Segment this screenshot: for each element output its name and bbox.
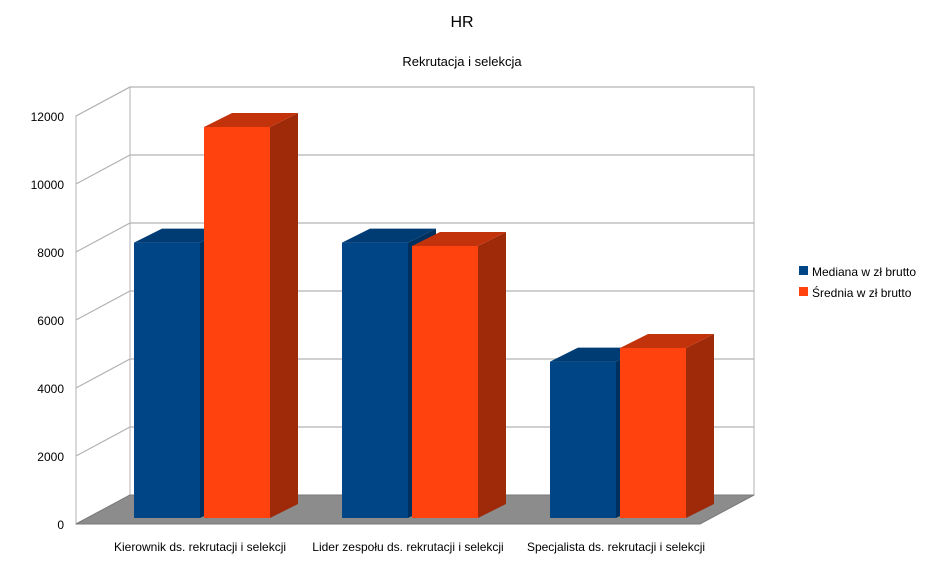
x-tick-label: Lider zespołu ds. rekrutacji i selekcji [312,540,503,554]
y-tick-label: 6000 [37,314,64,328]
legend-swatch [799,266,808,275]
x-tick-label: Kierownik ds. rekrutacji i selekcji [114,540,286,554]
y-axis-ticks: 0 2000 4000 6000 8000 10000 12000 [31,110,65,532]
y-tick-label: 0 [57,518,64,532]
bar-front [204,127,270,518]
bar [412,232,506,518]
bars [134,113,714,518]
bar-front [342,242,408,518]
bar-front [550,361,616,518]
bar [620,334,714,518]
legend-label: Mediana w zł brutto [812,265,916,279]
legend-swatch [799,287,808,296]
bar-top [412,232,506,246]
x-axis-labels: Kierownik ds. rekrutacji i selekcji Lider… [114,540,705,554]
bar-side [270,113,298,518]
y-tick-label: 4000 [37,382,64,396]
gridline [75,426,754,457]
chart-subtitle: Rekrutacja i selekcja [402,54,522,69]
gridline [75,222,754,253]
bar-side [686,334,714,518]
y-tick-label: 12000 [31,110,65,124]
bar-front [412,246,478,518]
legend-label: Średnia w zł brutto [812,285,912,300]
y-tick-label: 8000 [37,246,64,260]
gridline [75,154,754,185]
bar-front [134,242,200,518]
gridline [75,86,754,117]
gridlines [75,86,754,457]
gridline [75,358,754,389]
y-tick-label: 10000 [31,178,65,192]
bar [204,113,298,518]
bar-top [204,113,298,127]
chart-title: HR [450,14,473,31]
bar-side [478,232,506,518]
legend: Mediana w zł brutto Średnia w zł brutto [799,265,916,300]
y-tick-label: 2000 [37,450,64,464]
bar-top [620,334,714,348]
x-tick-label: Specjalista ds. rekrutacji i selekcji [527,540,705,554]
gridline [75,290,754,321]
bar-front [620,348,686,518]
bar-top [342,228,436,243]
